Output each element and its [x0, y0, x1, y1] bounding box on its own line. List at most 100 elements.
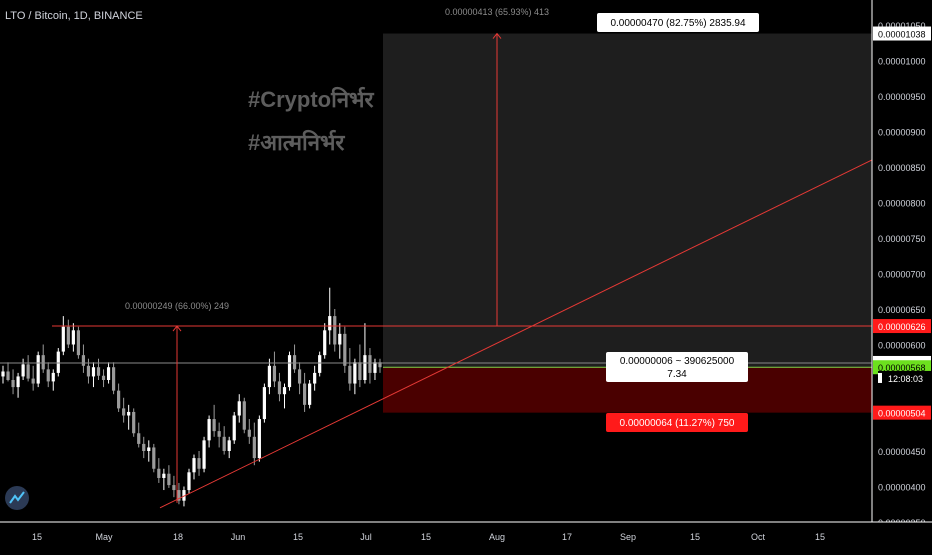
candle-body-32 [162, 473, 166, 478]
y-tick-label-5: 0.00000800 [878, 199, 926, 209]
candle-body-34 [172, 485, 176, 491]
candle-body-41 [207, 419, 211, 441]
price-badge-3 [873, 360, 931, 375]
measure-2-label: 0.00000413 (65.93%) 413 [445, 7, 549, 17]
y-tick-label-4: 0.00000850 [878, 163, 926, 173]
y-tick-label-11: 0.00000400 [878, 483, 926, 493]
candle-body-72 [363, 355, 367, 380]
candle-body-20 [101, 375, 106, 380]
candle-body-38 [192, 458, 196, 473]
x-tick-label-5: Jul [360, 532, 372, 542]
candle-body-46 [232, 415, 236, 441]
ratio-label-box[interactable] [606, 352, 748, 382]
candle-body-63 [318, 355, 322, 373]
candles-layer [1, 287, 382, 507]
logo-chart-icon [9, 491, 25, 504]
candle-body-42 [212, 419, 216, 432]
x-tick-label-11: Oct [751, 532, 766, 542]
candle-body-13 [66, 326, 70, 345]
candle-body-61 [308, 383, 312, 405]
candle-body-24 [122, 408, 126, 416]
candle-body-4 [21, 364, 25, 377]
countdown-marker [878, 372, 882, 383]
candle-body-39 [197, 458, 201, 469]
price-scale[interactable] [872, 0, 932, 522]
candle-body-45 [227, 440, 231, 451]
platform-logo[interactable] [5, 486, 29, 510]
stop-label-box[interactable] [606, 413, 748, 432]
drawings-layer[interactable]: 0.00000249 (66.00%) 249 0.00000413 (65.93… [0, 7, 873, 509]
price-badge-label-1: 0.00000626 [878, 322, 926, 332]
candle-body-37 [187, 472, 191, 491]
price-badge-label-3: 0.00000568 [878, 363, 926, 373]
x-tick-label-7: Aug [489, 532, 505, 542]
candle-body-33 [167, 473, 171, 486]
x-tick-label-10: 15 [690, 532, 700, 542]
stop-label: 0.00000064 (11.27%) 750 [620, 418, 735, 429]
price-badge-1 [873, 319, 931, 334]
candle-body-11 [56, 351, 60, 373]
candle-body-29 [147, 447, 151, 451]
candle-body-44 [222, 436, 226, 451]
candle-body-30 [152, 447, 156, 469]
y-tick-label-8: 0.00000650 [878, 305, 926, 315]
measure-1-arrow [172, 325, 182, 332]
price-badge-label-0: 0.00001038 [878, 30, 926, 40]
candle-body-64 [323, 330, 327, 356]
price-badge-label-4: 0.00000504 [878, 409, 926, 419]
y-tick-label-9: 0.00000600 [878, 341, 926, 351]
candle-body-65 [328, 316, 332, 331]
candle-body-36 [182, 490, 186, 501]
candle-body-0 [1, 371, 5, 377]
candle-body-26 [132, 411, 136, 434]
target-label: 0.00000470 (82.75%) 2835.94 [610, 18, 746, 29]
candle-body-43 [217, 431, 221, 437]
candle-body-50 [252, 436, 256, 459]
candle-body-53 [267, 365, 272, 388]
candle-body-22 [111, 367, 116, 391]
candle-body-56 [282, 387, 287, 395]
candle-body-27 [137, 433, 141, 444]
candle-body-60 [303, 383, 307, 405]
ascending-support-line[interactable] [159, 159, 873, 509]
candle-body-58 [292, 355, 297, 370]
x-axis-labels: 15 May 18 Jun 15 Jul 15 Aug 17 Sep 15 Oct 15 [32, 532, 825, 542]
countdown-box [878, 370, 931, 385]
y-tick-label-10: 0.00000450 [878, 447, 926, 457]
candle-body-52 [262, 387, 266, 420]
candle-body-68 [343, 333, 347, 366]
y-tick-label-2: 0.00000950 [878, 92, 926, 102]
candle-body-69 [348, 365, 352, 384]
candle-body-70 [353, 362, 357, 384]
candle-body-10 [51, 372, 55, 382]
y-tick-label-1: 0.00001000 [878, 57, 926, 67]
symbol-title[interactable]: LTO / Bitcoin, 1D, BINANCE [5, 10, 143, 22]
candle-body-62 [313, 372, 317, 384]
candle-body-3 [16, 376, 20, 388]
candle-body-6 [31, 378, 35, 384]
x-tick-label-12: 15 [815, 532, 825, 542]
target-label-box[interactable] [597, 13, 759, 32]
candle-body-1 [6, 371, 10, 380]
measure-2-arrow [492, 32, 502, 39]
candle-body-57 [287, 355, 292, 388]
y-tick-label-0: 0.00001050 [878, 21, 926, 31]
target-zone[interactable] [383, 33, 872, 368]
candle-body-23 [117, 390, 121, 409]
y-tick-label-3: 0.00000900 [878, 128, 926, 138]
ratio-label-line-1: 0.00000006 ~ 390625000 [620, 356, 735, 367]
candle-body-25 [127, 411, 131, 416]
y-tick-label-6: 0.00000750 [878, 234, 926, 244]
price-badge-0 [873, 26, 931, 41]
candle-body-35 [177, 490, 181, 501]
time-scale[interactable] [0, 522, 932, 550]
candle-body-48 [242, 401, 246, 430]
candle-body-2 [11, 380, 15, 388]
candle-body-21 [106, 367, 111, 380]
candle-body-49 [247, 429, 251, 437]
watermark-line-1: #Cryptoनिर्भर [248, 86, 374, 112]
y-tick-label-7: 0.00000700 [878, 270, 926, 280]
x-tick-label-1: May [95, 532, 113, 542]
